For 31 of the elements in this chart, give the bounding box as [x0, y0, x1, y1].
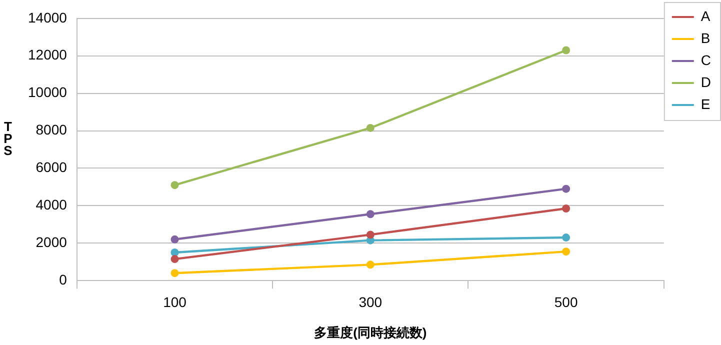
- y-tick-label: 12000: [28, 46, 68, 63]
- y-tick-label: 8000: [36, 122, 68, 138]
- point: [562, 184, 570, 193]
- y-tick-label: 2000: [36, 234, 68, 250]
- point: [170, 255, 179, 264]
- point: [562, 204, 570, 212]
- point: [170, 235, 179, 244]
- y-tick-label: 10000: [28, 84, 68, 100]
- x-tick-label: 300: [358, 294, 382, 310]
- point: [170, 181, 179, 190]
- y-tick-label: 14000: [28, 9, 68, 26]
- y-tick-label: 0: [59, 271, 68, 288]
- legend-label: D: [700, 74, 712, 90]
- point: [562, 234, 570, 242]
- y-axis-title: TPS: [4, 119, 13, 158]
- point: [562, 248, 570, 256]
- y-tick-label: 6000: [36, 159, 68, 176]
- x-axis-title: 多重度(同時接続数): [314, 324, 427, 340]
- point: [170, 269, 179, 278]
- legend-label: E: [700, 96, 710, 112]
- point: [366, 230, 374, 239]
- point: [562, 46, 570, 54]
- x-tick-label: 100: [163, 294, 187, 310]
- point: [366, 124, 374, 132]
- point: [366, 260, 374, 269]
- x-tick-label: 500: [554, 294, 578, 310]
- legend-label: C: [700, 52, 712, 68]
- point: [366, 210, 374, 218]
- y-tick-label: 4000: [36, 196, 68, 213]
- legend-label: A: [700, 8, 711, 24]
- legend-label: B: [700, 30, 710, 46]
